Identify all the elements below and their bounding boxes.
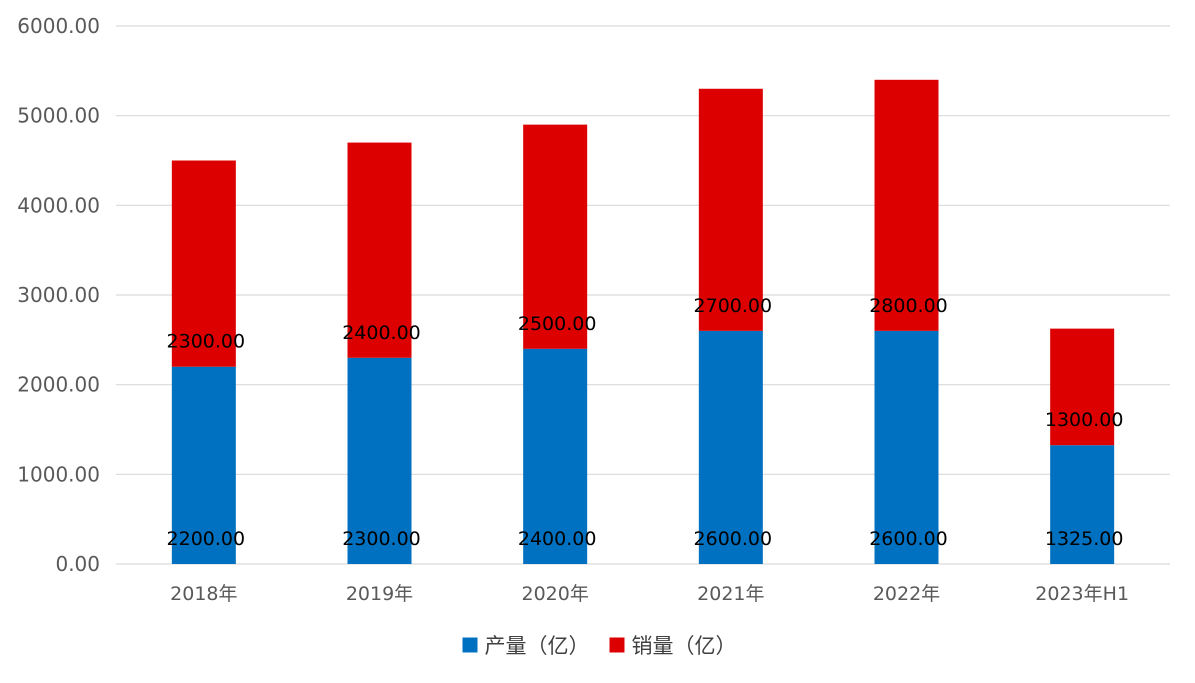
data-label: 2700.00 bbox=[694, 295, 773, 317]
y-tick-label: 2000.00 bbox=[17, 373, 100, 397]
bars bbox=[171, 79, 1115, 564]
x-category-label: 2023年H1 bbox=[1035, 583, 1129, 605]
data-label: 2300.00 bbox=[167, 331, 246, 353]
data-label: 1300.00 bbox=[1045, 409, 1124, 431]
y-tick-label: 6000.00 bbox=[17, 14, 100, 38]
bar-segment bbox=[523, 348, 588, 564]
y-tick-label: 4000.00 bbox=[17, 193, 100, 217]
bar-segment bbox=[1050, 328, 1115, 446]
legend-label: 销量（亿） bbox=[632, 634, 737, 658]
y-axis-tick-labels: 0.00 1000.00 2000.00 3000.00 4000.00 5000.00 6… bbox=[17, 14, 100, 576]
data-label: 2600.00 bbox=[694, 528, 773, 550]
data-labels: 2200.00 2300.00 2300.00 2400.00 2400.00 2500.… bbox=[167, 295, 1124, 550]
data-label: 2300.00 bbox=[342, 528, 421, 550]
bar-segment bbox=[874, 330, 939, 564]
legend: 产量（亿） 销量（亿） bbox=[462, 634, 737, 658]
bar-segment bbox=[698, 88, 763, 331]
bar-segment bbox=[874, 79, 939, 331]
x-category-label: 2021年 bbox=[697, 583, 764, 605]
bar-segment bbox=[523, 124, 588, 349]
bar-segment bbox=[171, 160, 236, 367]
data-label: 2500.00 bbox=[518, 313, 597, 335]
x-axis-category-labels: 2018年 2019年 2020年 2021年 2022年 2023年H1 bbox=[170, 583, 1129, 605]
data-label: 2400.00 bbox=[342, 322, 421, 344]
y-tick-label: 3000.00 bbox=[17, 283, 100, 307]
data-label: 1325.00 bbox=[1045, 528, 1124, 550]
bar-segment bbox=[171, 366, 236, 564]
y-tick-label: 0.00 bbox=[55, 552, 100, 576]
bar-segment bbox=[347, 142, 412, 358]
x-category-label: 2018年 bbox=[170, 583, 237, 605]
x-category-label: 2020年 bbox=[521, 583, 588, 605]
bar-segment bbox=[698, 330, 763, 564]
x-category-label: 2019年 bbox=[346, 583, 413, 605]
data-label: 2600.00 bbox=[869, 528, 948, 550]
x-category-label: 2022年 bbox=[873, 583, 940, 605]
y-tick-label: 5000.00 bbox=[17, 104, 100, 128]
y-tick-label: 1000.00 bbox=[17, 462, 100, 486]
data-label: 2800.00 bbox=[869, 295, 948, 317]
legend-swatch bbox=[609, 637, 625, 653]
bar-segment bbox=[1050, 445, 1115, 564]
legend-label: 产量（亿） bbox=[485, 634, 590, 658]
bar-segment bbox=[347, 357, 412, 564]
gridlines bbox=[116, 25, 1170, 565]
data-label: 2200.00 bbox=[167, 528, 246, 550]
data-label: 2400.00 bbox=[518, 528, 597, 550]
legend-swatch bbox=[462, 637, 478, 653]
